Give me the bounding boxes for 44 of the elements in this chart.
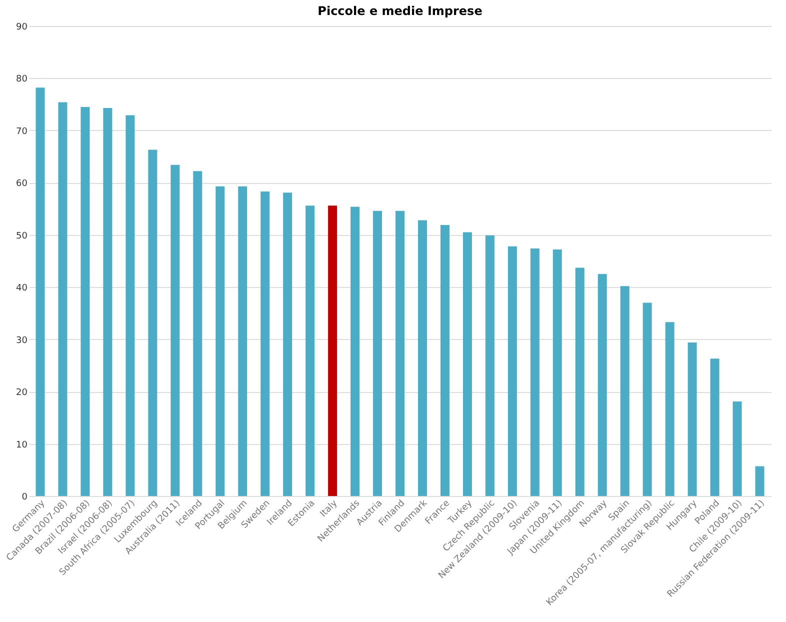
- bar: [575, 268, 584, 496]
- bar: [103, 108, 112, 496]
- bar: [36, 88, 45, 496]
- bar: [238, 186, 248, 496]
- bar: [306, 206, 315, 496]
- bar: [170, 164, 180, 496]
- bar: [126, 115, 135, 496]
- y-tick-label: 10: [16, 440, 28, 450]
- bar: [620, 286, 630, 496]
- bar: [283, 192, 292, 496]
- bar: [216, 186, 225, 496]
- y-tick-label: 20: [16, 388, 28, 398]
- bar: [462, 232, 472, 496]
- bar: [58, 102, 68, 496]
- y-tick-label: 50: [16, 231, 28, 242]
- bar: [732, 401, 742, 496]
- y-tick-label: 90: [16, 22, 28, 32]
- bar: [396, 210, 404, 496]
- bar: [148, 150, 158, 496]
- bar: [350, 206, 360, 496]
- y-tick-label: 40: [16, 284, 28, 294]
- bar: [260, 192, 270, 496]
- bar: [440, 224, 450, 496]
- bar: [688, 342, 697, 496]
- bar: [373, 210, 382, 496]
- bar: [328, 206, 338, 496]
- y-tick-label: 60: [16, 179, 28, 190]
- bar: [508, 246, 517, 496]
- bar: [642, 302, 652, 496]
- bar: [193, 171, 202, 496]
- bar: [710, 358, 720, 496]
- y-tick-label: 30: [16, 336, 28, 346]
- y-tick-label: 0: [22, 492, 28, 502]
- bar: [80, 106, 90, 496]
- chart-title: Piccole e medie Imprese: [318, 4, 482, 18]
- y-tick-label: 70: [16, 126, 28, 137]
- bar: [755, 466, 764, 496]
- bar: [530, 248, 540, 496]
- bar: [598, 274, 607, 496]
- bar: [665, 322, 674, 496]
- y-tick-label: 80: [16, 74, 28, 85]
- bar: [485, 235, 494, 496]
- bar: [418, 220, 427, 496]
- bar: [552, 250, 562, 496]
